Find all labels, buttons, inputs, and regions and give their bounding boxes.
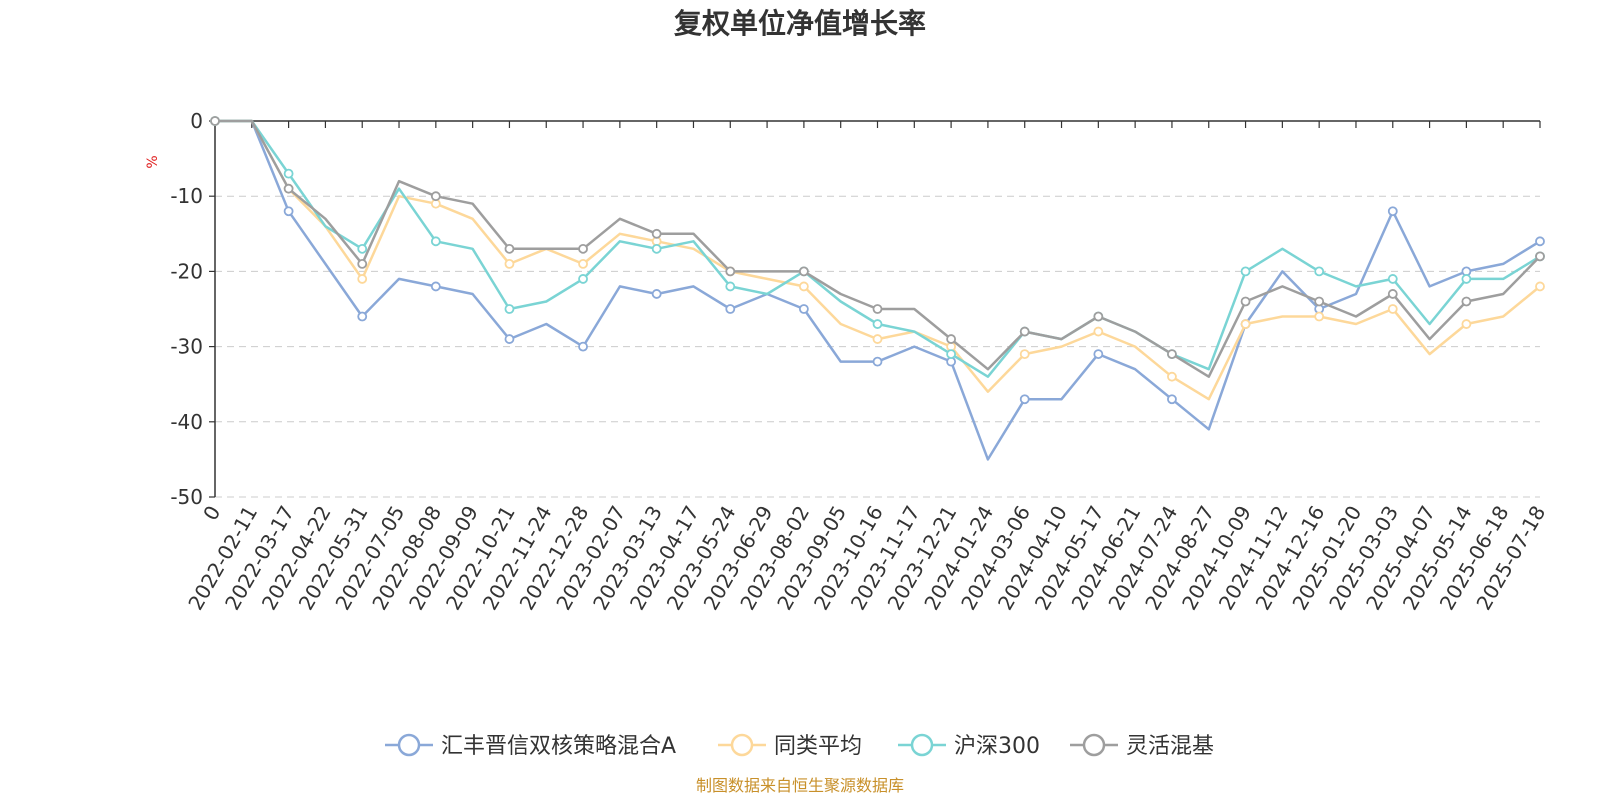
legend-label: 汇丰晋信双核策略混合A — [441, 734, 676, 759]
series-point — [946, 349, 957, 360]
series-point — [1314, 311, 1325, 322]
y-tick-label: -30 — [170, 335, 203, 359]
series-lines — [210, 116, 1545, 461]
legend-marker — [397, 733, 421, 757]
series-point — [1240, 296, 1251, 307]
y-tick-label: 0 — [190, 109, 203, 133]
series-point — [1314, 266, 1325, 277]
series-point — [504, 243, 515, 254]
y-axis-unit-label: % — [145, 155, 161, 168]
series-point — [1535, 251, 1545, 262]
series-point — [210, 116, 220, 126]
series-point — [357, 311, 368, 322]
y-axis-ticks: 0 -10 -20 -30 -40 -50 — [170, 109, 203, 509]
series-point — [578, 258, 588, 269]
series-2 — [210, 116, 1545, 378]
series-point — [1461, 274, 1472, 284]
legend-item-0[interactable]: 汇丰晋信双核策略混合A — [385, 733, 676, 759]
series-point — [872, 319, 883, 329]
series-point — [504, 258, 515, 269]
series-point — [1314, 296, 1325, 307]
series-0 — [210, 116, 1545, 461]
series-point — [651, 228, 662, 239]
data-source-note: 制图数据来自恒生聚源数据库 — [696, 776, 904, 795]
series-point — [946, 334, 957, 344]
legend-item-2[interactable]: 沪深300 — [898, 733, 1040, 759]
series-point — [725, 281, 736, 292]
legend: 汇丰晋信双核策略混合A 同类平均 沪深300 灵活混基 — [385, 733, 1214, 759]
series-point — [872, 356, 883, 367]
series-point — [1461, 319, 1472, 329]
series-point — [1461, 296, 1472, 307]
series-point — [357, 258, 368, 269]
series-point — [1093, 326, 1104, 337]
series-point — [1019, 394, 1030, 405]
y-tick-label: -20 — [170, 259, 203, 283]
series-point — [872, 334, 883, 344]
legend-label: 同类平均 — [774, 734, 862, 759]
series-point — [1019, 349, 1030, 360]
series-point — [798, 281, 809, 292]
series-point — [1019, 326, 1030, 337]
series-point — [430, 191, 441, 202]
series-point — [1240, 319, 1251, 329]
series-point — [504, 334, 515, 344]
series-point — [798, 266, 809, 277]
legend-marker — [730, 733, 754, 757]
series-point — [1387, 289, 1398, 299]
series-point — [504, 304, 515, 314]
series-line-0 — [215, 119, 1541, 461]
y-tick-label: -50 — [170, 485, 203, 509]
chart-title: 复权单位净值增长率 — [674, 7, 926, 40]
series-point — [578, 243, 588, 254]
series-point — [1535, 281, 1545, 292]
y-tick-label: -40 — [170, 410, 203, 434]
series-point — [1387, 274, 1398, 284]
series-point — [872, 304, 883, 314]
series-point — [1387, 304, 1398, 314]
series-point — [725, 304, 736, 314]
series-point — [1093, 311, 1104, 322]
series-point — [578, 274, 588, 284]
series-point — [1167, 349, 1177, 360]
series-point — [651, 243, 662, 254]
series-point — [1167, 371, 1177, 382]
series-point — [1240, 266, 1251, 277]
series-point — [1093, 349, 1104, 360]
series-point — [283, 206, 294, 217]
series-point — [430, 281, 441, 292]
series-point — [1387, 206, 1398, 217]
y-tick-label: -10 — [170, 184, 203, 208]
series-point — [357, 243, 368, 254]
x-axis-ticks: 02022-02-112022-03-172022-04-222022-05-3… — [183, 502, 1550, 615]
series-point — [1535, 236, 1545, 247]
series-point — [1167, 394, 1177, 405]
series-point — [798, 304, 809, 314]
legend-marker — [910, 733, 934, 757]
x-tick-label: 0 — [198, 502, 225, 525]
series-point — [283, 183, 294, 194]
legend-item-1[interactable]: 同类平均 — [718, 733, 862, 759]
legend-label: 灵活混基 — [1126, 734, 1214, 759]
series-point — [357, 274, 368, 284]
series-3 — [210, 116, 1545, 378]
series-point — [651, 289, 662, 299]
series-point — [430, 236, 441, 247]
legend-marker — [1082, 733, 1106, 757]
series-point — [578, 341, 588, 352]
legend-item-3[interactable]: 灵活混基 — [1070, 733, 1214, 759]
axes — [209, 120, 1541, 498]
series-point — [725, 266, 736, 277]
series-point — [283, 168, 294, 179]
legend-label: 沪深300 — [954, 734, 1040, 759]
gridlines — [215, 195, 1540, 498]
